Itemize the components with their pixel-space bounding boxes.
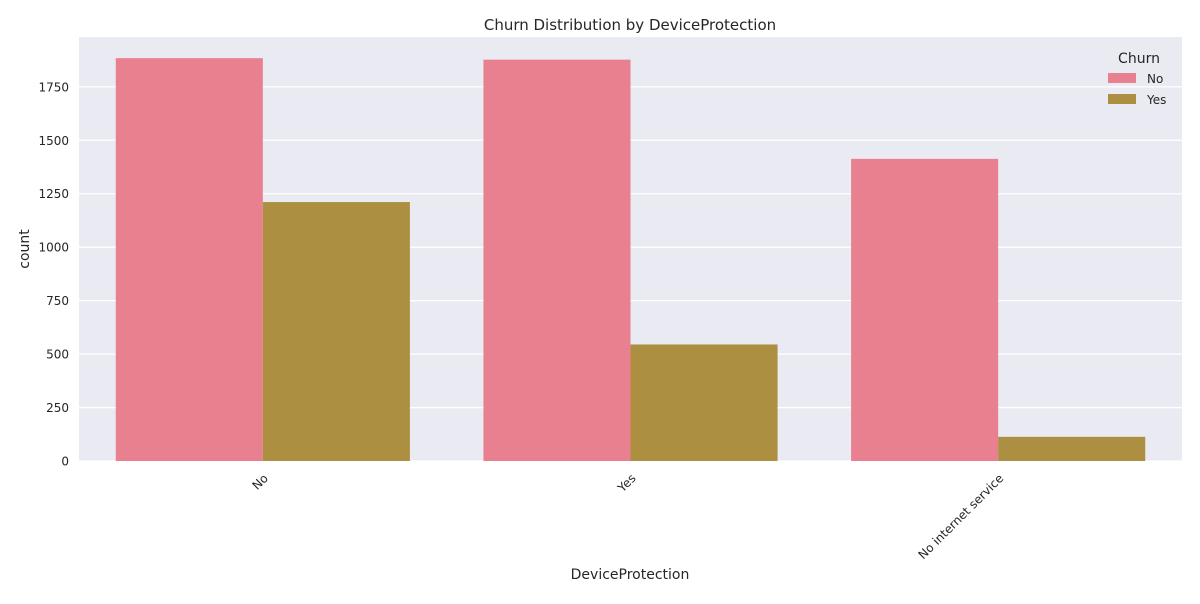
y-tick-label: 1750 xyxy=(38,80,69,94)
legend: Churn No Yes xyxy=(1108,51,1166,107)
bar-yes-churn-no xyxy=(483,59,631,462)
bars xyxy=(115,58,1146,462)
bar-no-churn-yes xyxy=(262,202,410,461)
legend-title: Churn xyxy=(1118,51,1160,67)
y-tick-labels: 0 250 500 750 1000 1250 1500 1750 xyxy=(38,80,69,468)
legend-swatch xyxy=(1108,73,1136,83)
y-tick-label: 1250 xyxy=(38,187,69,201)
bar-no-internet-service-churn-no xyxy=(851,158,999,461)
x-tick-labels: No Yes No internet service xyxy=(250,471,1007,562)
y-tick-label: 1000 xyxy=(38,241,69,255)
x-axis-label: DeviceProtection xyxy=(571,567,690,583)
chart-title: Churn Distribution by DeviceProtection xyxy=(484,16,776,34)
y-tick-label: 0 xyxy=(61,455,69,469)
y-tick-label: 1500 xyxy=(38,134,69,148)
x-tick-label: No internet service xyxy=(916,471,1007,562)
legend-items: No Yes xyxy=(1108,72,1166,107)
y-tick-label: 500 xyxy=(46,348,69,362)
bar-yes-churn-yes xyxy=(630,344,778,461)
x-tick-label: No xyxy=(250,471,271,492)
y-tick-label: 750 xyxy=(46,294,69,308)
y-axis-label: count xyxy=(17,229,33,269)
bar-no-internet-service-churn-yes xyxy=(998,436,1146,461)
y-tick-label: 250 xyxy=(46,401,69,415)
legend-label: Yes xyxy=(1146,93,1166,107)
bar-no-churn-no xyxy=(115,58,263,461)
legend-swatch xyxy=(1108,94,1136,104)
legend-label: No xyxy=(1147,72,1163,86)
x-tick-label: Yes xyxy=(614,471,638,495)
